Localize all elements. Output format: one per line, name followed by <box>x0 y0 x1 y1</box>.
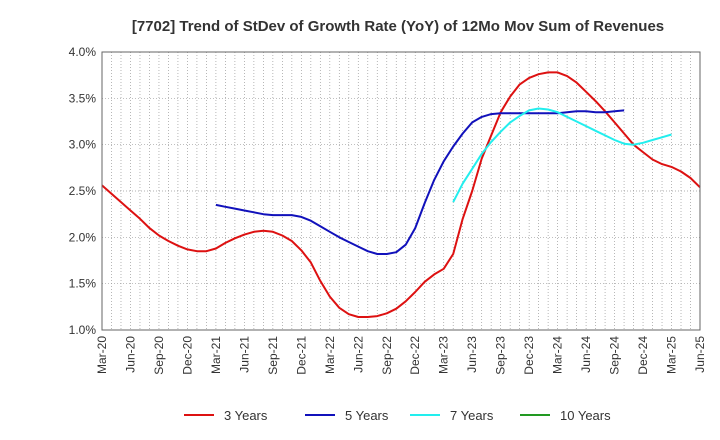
x-tick-label: Sep-23 <box>494 336 508 375</box>
x-tick-label: Sep-20 <box>152 336 166 375</box>
series-group <box>101 71 701 318</box>
legend-label: 7 Years <box>450 408 494 423</box>
y-axis: 1.0% 1.5% 2.0% 2.5% 3.0% 3.5% 4.0% <box>69 45 97 337</box>
x-tick-label: Dec-23 <box>522 336 536 375</box>
x-tick-label: Sep-21 <box>266 336 280 375</box>
plot-frame <box>101 51 701 331</box>
x-tick-label: Jun-21 <box>237 336 251 373</box>
x-tick-label: Jun-22 <box>351 336 365 373</box>
x-tick-label: Mar-23 <box>437 336 451 374</box>
legend-label: 10 Years <box>560 408 611 423</box>
y-tick-label: 1.5% <box>69 277 97 291</box>
x-tick-label: Jun-23 <box>465 336 479 373</box>
x-tick-label: Dec-24 <box>636 336 650 375</box>
x-tick-label: Mar-25 <box>665 336 679 374</box>
x-tick-label: Dec-21 <box>294 336 308 375</box>
x-tick-label: Mar-20 <box>95 336 109 374</box>
x-axis: Mar-20 Jun-20 Sep-20 Dec-20 Mar-21 Jun-21 Sep-… <box>95 336 707 375</box>
x-tick-label: Mar-22 <box>323 336 337 374</box>
legend: 3 Years 5 Years 7 Years 10 Years <box>184 408 611 423</box>
series-line-5-years <box>215 109 625 255</box>
y-tick-label: 2.5% <box>69 184 97 198</box>
y-tick-label: 3.0% <box>69 138 97 152</box>
y-tick-label: 1.0% <box>69 323 97 337</box>
y-tick-label: 2.0% <box>69 230 97 244</box>
x-tick-label: Sep-24 <box>608 336 622 375</box>
x-tick-label: Mar-21 <box>209 336 223 374</box>
legend-label: 3 Years <box>224 408 268 423</box>
series-line-7-years <box>452 107 672 203</box>
x-tick-label: Mar-24 <box>551 336 565 374</box>
legend-label: 5 Years <box>345 408 389 423</box>
x-tick-label: Jun-25 <box>693 336 707 373</box>
x-tick-label: Jun-20 <box>123 336 137 373</box>
x-tick-label: Dec-20 <box>180 336 194 375</box>
chart-title: [7702] Trend of StDev of Growth Rate (Yo… <box>132 18 664 35</box>
grid <box>102 52 700 330</box>
x-tick-label: Dec-22 <box>408 336 422 375</box>
x-tick-label: Jun-24 <box>579 336 593 373</box>
y-tick-label: 3.5% <box>69 91 97 105</box>
series-line-3-years <box>101 71 701 318</box>
x-tick-label: Sep-22 <box>380 336 394 375</box>
y-tick-label: 4.0% <box>69 45 97 59</box>
